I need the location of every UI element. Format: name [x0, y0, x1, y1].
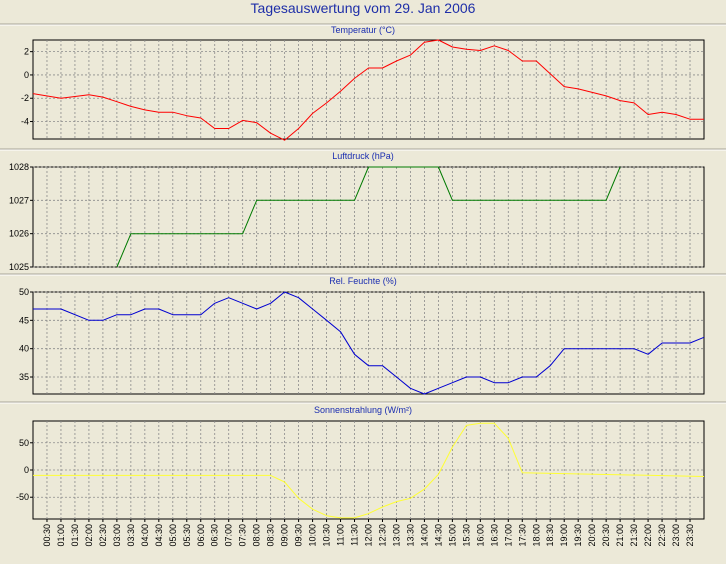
y-tick-label: 0 — [24, 70, 29, 80]
x-tick-label: 07:00 — [224, 524, 234, 547]
x-tick-label: 18:00 — [531, 524, 541, 547]
x-tick-label: 14:30 — [433, 524, 443, 547]
x-tick-label: 08:00 — [252, 524, 262, 547]
x-tick-label: 15:00 — [447, 524, 457, 547]
x-tick-label: 21:00 — [615, 524, 625, 547]
x-tick-label: 05:00 — [168, 524, 178, 547]
pressure-panel: Luftdruck (hPa) 1025 1026 1027 1028 — [0, 148, 726, 272]
x-tick-label: 12:00 — [364, 524, 374, 547]
x-tick-label: 22:00 — [643, 524, 653, 547]
x-tick-label: 04:30 — [154, 524, 164, 547]
radiation-series-line — [33, 422, 705, 519]
x-tick-label: 17:30 — [517, 524, 527, 547]
y-tick-label: 0 — [24, 465, 29, 475]
x-tick-label: 10:00 — [308, 524, 318, 547]
humidity-series-line — [33, 291, 705, 395]
x-tick-label: 02:30 — [98, 524, 108, 547]
y-tick-label: 45 — [19, 315, 29, 325]
x-tick-label: 13:30 — [405, 524, 415, 547]
x-tick-label: 01:00 — [56, 524, 66, 547]
y-tick-label: 1028 — [9, 162, 29, 172]
x-tick-label: 22:30 — [657, 524, 667, 547]
x-tick-label: 16:30 — [489, 524, 499, 547]
temperature-title: Temperatur (°C) — [331, 25, 395, 35]
humidity-plot-frame — [32, 291, 705, 395]
x-tick-label: 12:30 — [378, 524, 388, 547]
y-tick-label: -2 — [21, 93, 29, 103]
x-tick-label: 03:30 — [126, 524, 136, 547]
page-title: Tagesauswertung vom 29. Jan 2006 — [250, 0, 476, 16]
x-tick-label: 09:00 — [280, 524, 290, 547]
x-tick-label: 11:30 — [350, 524, 360, 546]
x-tick-label: 07:30 — [238, 524, 248, 547]
radiation-panel: Sonnenstrahlung (W/m²) -50 0 50 — [0, 401, 726, 520]
y-tick-label: 1025 — [9, 262, 29, 272]
x-tick-label: 21:30 — [629, 524, 639, 547]
y-tick-label: 1026 — [9, 229, 29, 239]
x-tick-label: 18:30 — [545, 524, 555, 547]
x-tick-label: 17:00 — [503, 524, 513, 547]
x-tick-label: 19:00 — [559, 524, 569, 547]
y-tick-label: -4 — [21, 117, 29, 127]
y-tick-label: 50 — [19, 287, 29, 297]
humidity-title: Rel. Feuchte (%) — [329, 276, 397, 286]
x-tick-label: 14:00 — [419, 524, 429, 547]
x-tick-label: 19:30 — [573, 524, 583, 547]
x-tick-label: 23:30 — [685, 524, 695, 547]
y-tick-label: 35 — [19, 372, 29, 382]
x-tick-label: 15:30 — [461, 524, 471, 547]
x-tick-label: 03:00 — [112, 524, 122, 547]
x-tick-label: 01:30 — [70, 524, 80, 547]
x-tick-label: 05:30 — [182, 524, 192, 547]
y-tick-label: 50 — [19, 438, 29, 448]
x-tick-label: 00:30 — [42, 524, 52, 547]
y-tick-label: -50 — [16, 492, 29, 502]
radiation-title: Sonnenstrahlung (W/m²) — [314, 405, 412, 415]
x-tick-label: 16:00 — [475, 524, 485, 547]
x-tick-label: 09:30 — [294, 524, 304, 547]
pressure-title: Luftdruck (hPa) — [332, 151, 394, 161]
x-tick-label: 10:30 — [322, 524, 332, 547]
x-tick-label: 20:00 — [587, 524, 597, 547]
x-tick-label: 20:30 — [601, 524, 611, 547]
x-tick-label: 08:30 — [266, 524, 276, 547]
y-tick-label: 2 — [24, 47, 29, 57]
x-axis: 00:30 01:00 01:30 02:00 02:30 03:00 03:30 04:00… — [42, 519, 695, 547]
x-tick-label: 02:00 — [84, 524, 94, 547]
x-tick-label: 06:00 — [196, 524, 206, 547]
x-tick-label: 11:00 — [336, 524, 346, 546]
temperature-panel: Temperatur (°C) -4 -2 0 2 — [0, 23, 726, 141]
x-tick-label: 06:30 — [210, 524, 220, 547]
pressure-series-line — [116, 166, 621, 268]
y-tick-label: 40 — [19, 344, 29, 354]
x-tick-label: 04:00 — [140, 524, 150, 547]
humidity-panel: Rel. Feuchte (%) 35 40 45 50 — [0, 273, 726, 395]
temperature-series-line — [32, 39, 704, 141]
x-tick-label: 13:00 — [392, 524, 402, 547]
y-tick-label: 1027 — [9, 195, 29, 205]
x-tick-label: 23:00 — [671, 524, 681, 547]
